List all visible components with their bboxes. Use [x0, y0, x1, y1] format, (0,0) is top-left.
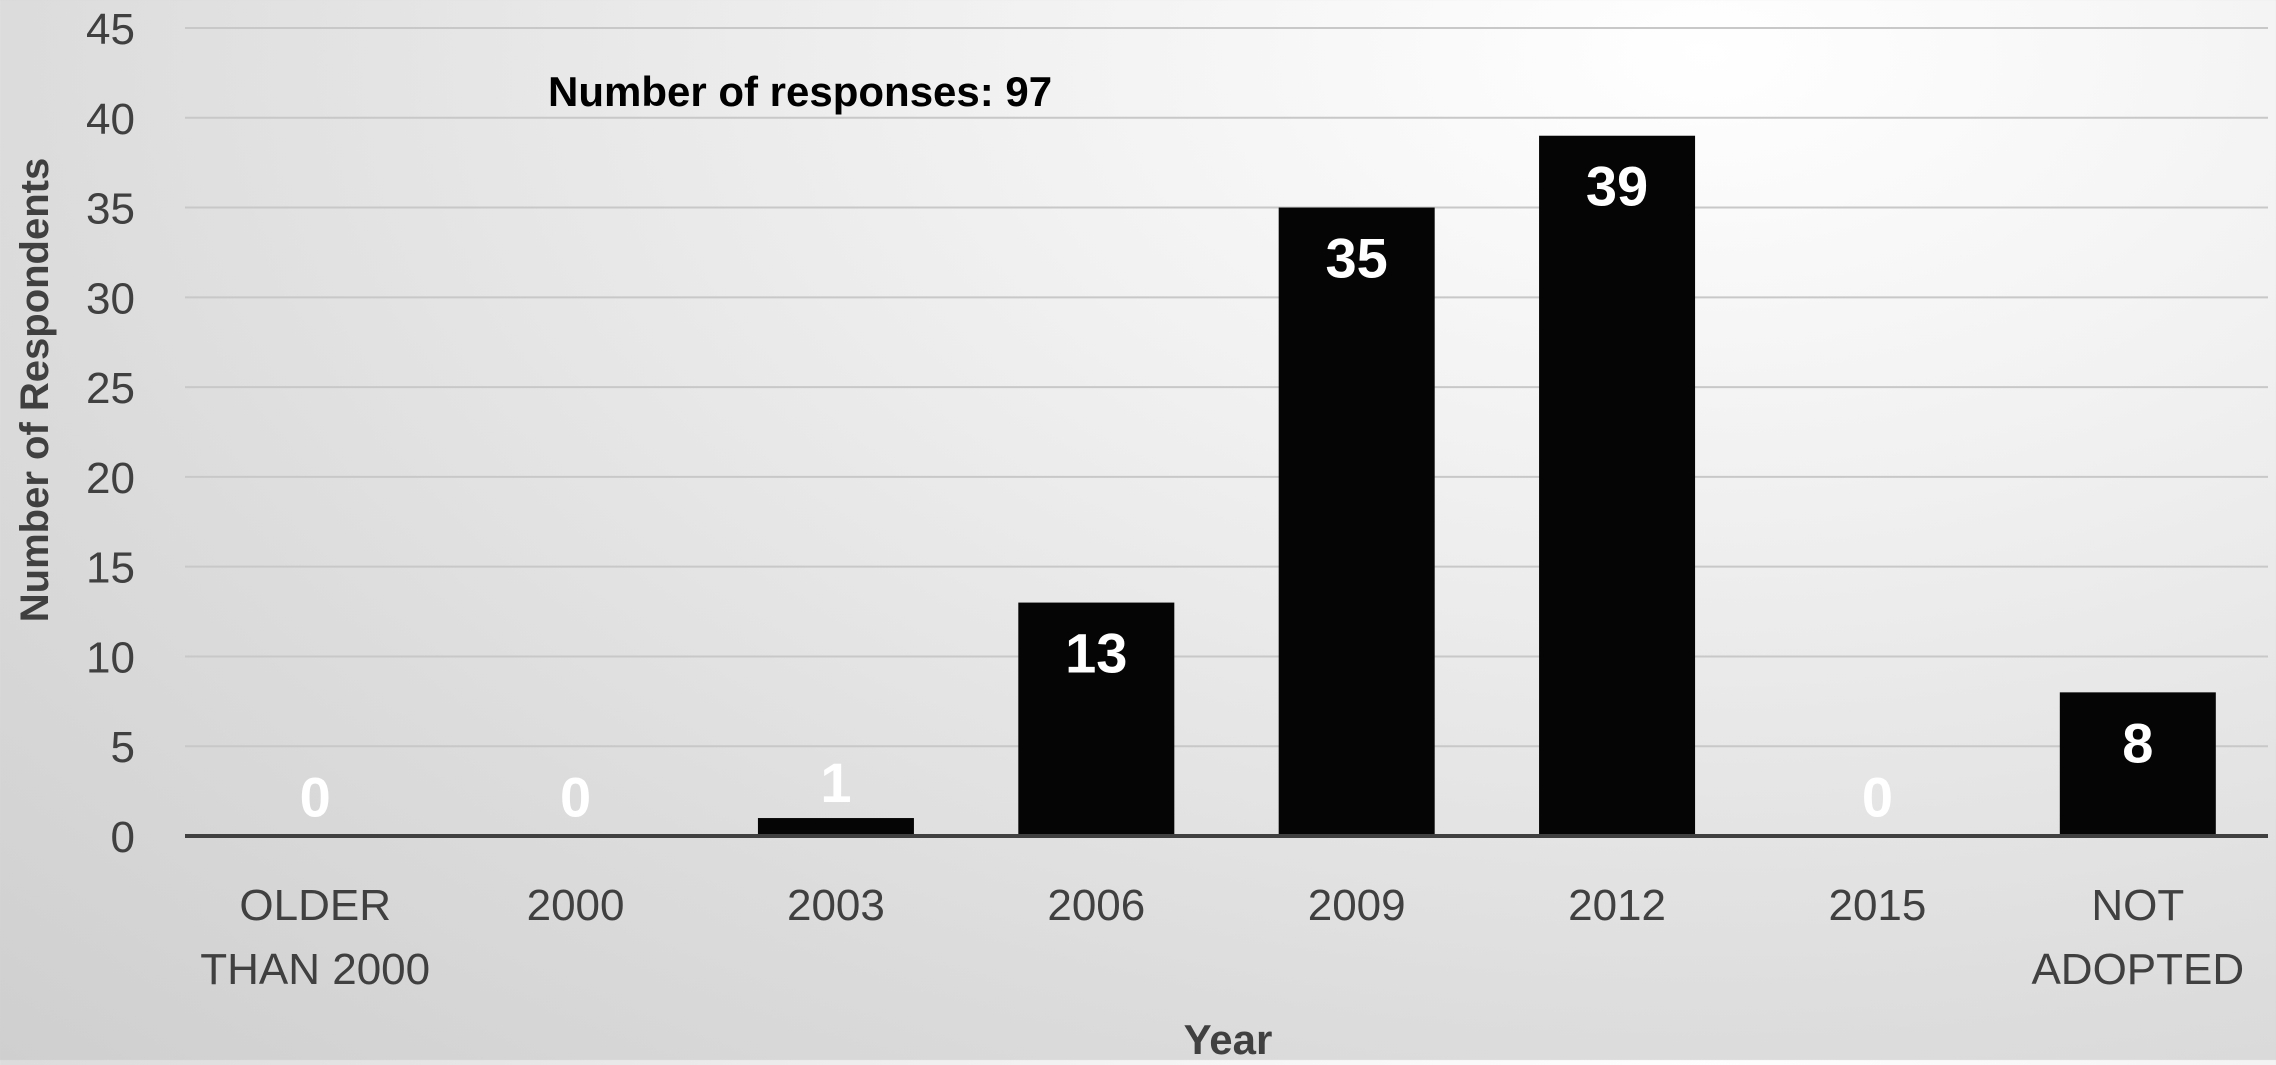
data-label: 0	[300, 765, 331, 828]
data-label: 8	[2122, 711, 2153, 774]
x-tick-label: THAN 2000	[200, 945, 430, 994]
y-tick-label: 35	[86, 185, 135, 234]
y-tick-label: 10	[86, 633, 135, 682]
y-tick-label: 5	[111, 723, 135, 772]
y-tick-label: 25	[86, 364, 135, 413]
y-tick-label: 0	[111, 813, 135, 862]
x-axis-ticks: OLDER THAN 2000 2000 2003 2006 2009 2012 2015 NO…	[200, 881, 2244, 994]
y-tick-label: 45	[86, 5, 135, 54]
data-label: 39	[1586, 155, 1648, 218]
gridlines	[185, 27, 2268, 748]
y-tick-label: 20	[86, 454, 135, 503]
data-labels: 0 0 1 13 35 39 0 8	[300, 155, 2154, 829]
bar	[1278, 207, 1435, 837]
x-tick-label: OLDER	[239, 881, 391, 930]
y-tick-label: 40	[86, 95, 135, 144]
x-tick-label: ADOPTED	[2031, 945, 2244, 994]
bar	[1018, 602, 1175, 836]
data-label: 0	[560, 765, 591, 828]
x-axis-title: Year	[1184, 1016, 1273, 1060]
bar	[2059, 692, 2216, 836]
data-label: 1	[820, 751, 851, 814]
x-tick-label: 2015	[1828, 881, 1926, 930]
x-tick-label: 2000	[527, 881, 625, 930]
x-tick-label: 2003	[787, 881, 885, 930]
y-tick-label: 30	[86, 274, 135, 323]
data-label: 35	[1326, 227, 1388, 290]
x-tick-label: 2009	[1308, 881, 1406, 930]
y-axis-ticks: 0 5 10 15 20 25 30 35 40 45	[86, 5, 135, 862]
bar	[757, 818, 914, 836]
data-label: 0	[1862, 765, 1893, 828]
x-tick-label: 2006	[1047, 881, 1145, 930]
chart-annotation: Number of responses: 97	[548, 68, 1052, 115]
y-tick-label: 15	[86, 544, 135, 593]
bar	[1539, 135, 1696, 836]
data-label: 13	[1065, 622, 1127, 685]
y-axis-title: Number of Respondents	[13, 158, 57, 622]
x-tick-label: NOT	[2091, 881, 2184, 930]
bars	[757, 135, 2216, 837]
x-tick-label: 2012	[1568, 881, 1666, 930]
